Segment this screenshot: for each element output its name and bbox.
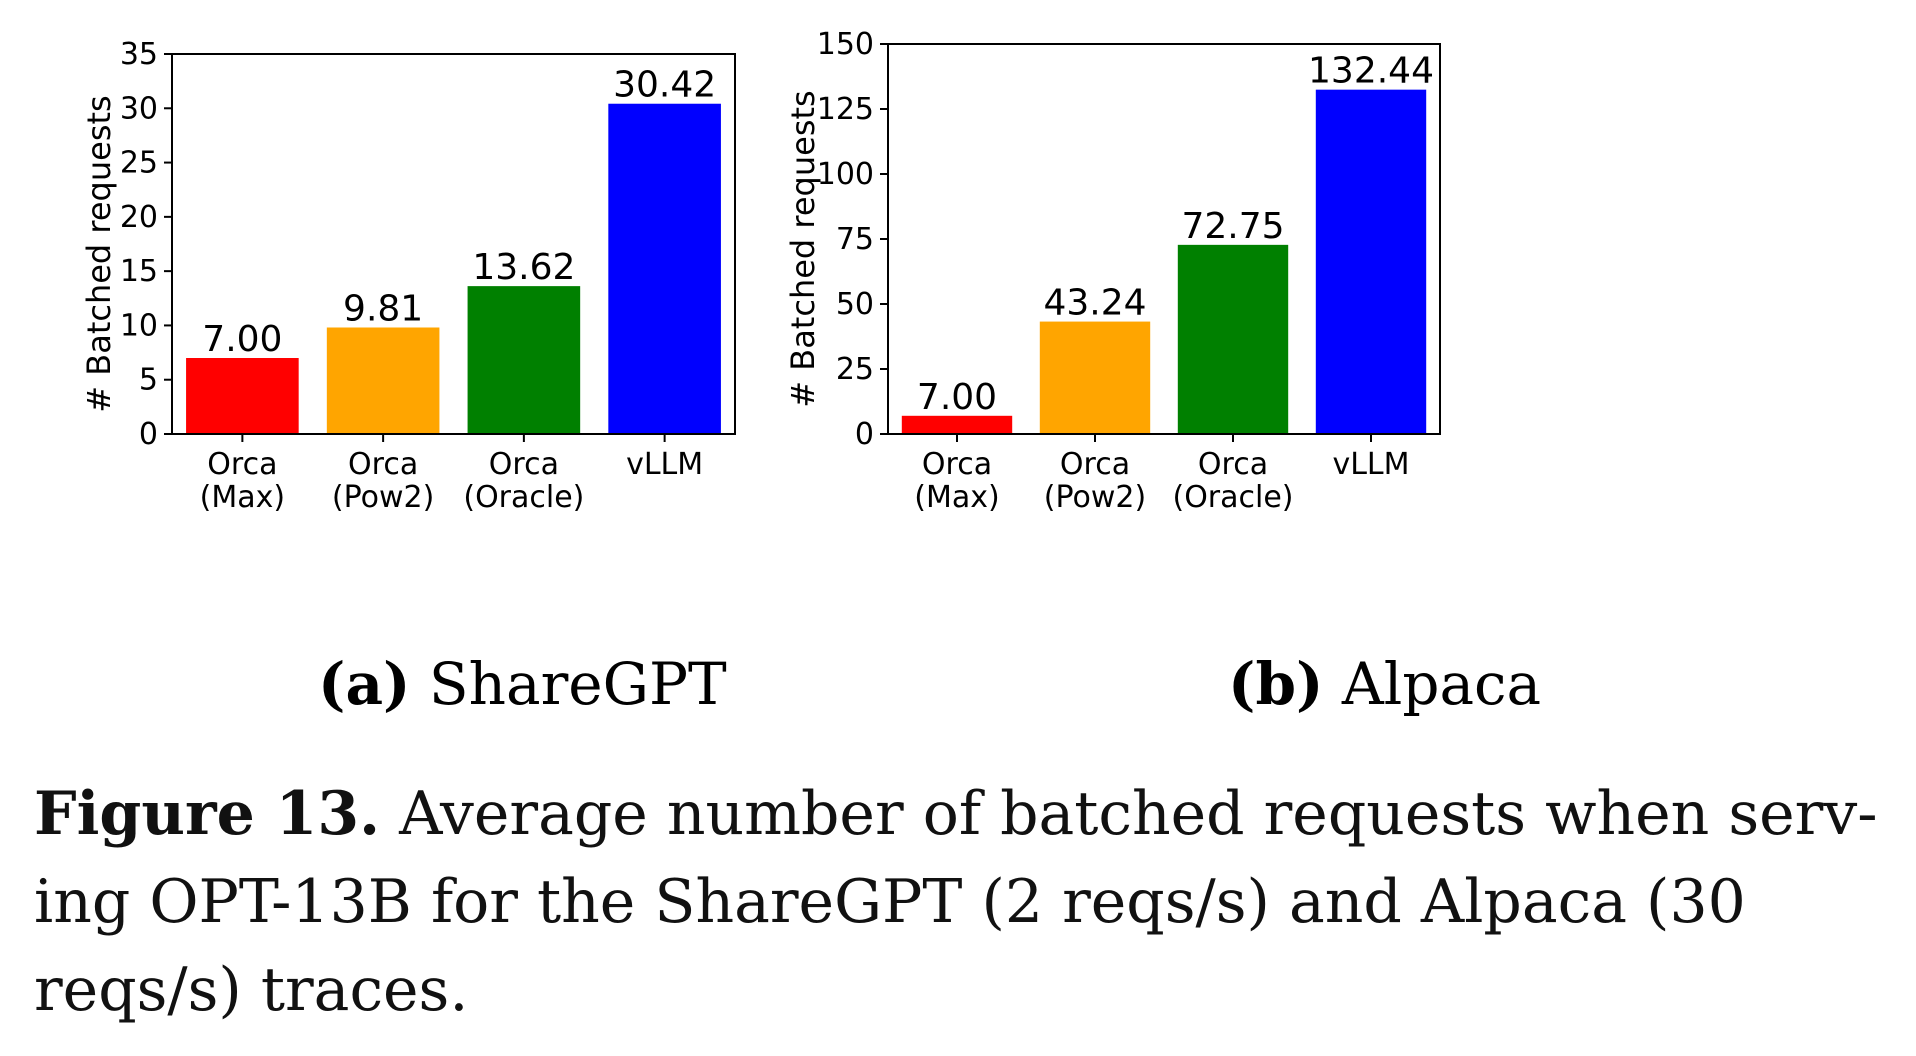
subcaption-b: (b) Alpaca	[1228, 650, 1541, 718]
x-tick-label-line-a-1-0: Orca	[348, 447, 418, 482]
bar-a-2	[467, 286, 581, 434]
caption-text-1: Average number of batched requests when …	[380, 779, 1878, 849]
y-tick-label-a-1: 5	[139, 363, 158, 398]
x-tick-label-a-2: Orca (Oracle)	[463, 447, 584, 515]
caption-line-1: Figure 13. Average number of batched req…	[34, 770, 1884, 858]
figure-caption: Figure 13. Average number of batched req…	[34, 770, 1884, 1034]
y-tick-label-a-3: 15	[120, 254, 158, 289]
x-tick-label-line-b-2-0: Orca	[1198, 447, 1268, 482]
y-axis-label-b: # Batched requests	[784, 90, 822, 407]
x-tick-label-a-1: Orca (Pow2)	[332, 447, 434, 515]
y-tick-label-a-4: 20	[120, 200, 158, 235]
y-tick-label-a-6: 30	[120, 91, 158, 126]
x-tick-label-line-b-1-1: (Pow2)	[1044, 480, 1146, 515]
subcaption-a-text: ShareGPT	[428, 650, 727, 718]
bar-value-label-b-1: 43.24	[1043, 283, 1146, 324]
bar-value-label-b-0: 7.00	[917, 377, 997, 418]
x-tick-label-line-b-0-1: (Max)	[914, 480, 999, 515]
bar-b-2	[1177, 244, 1289, 434]
bar-value-label-a-0: 7.00	[202, 319, 282, 360]
bar-b-3	[1315, 89, 1427, 434]
y-tick-label-b-5: 125	[817, 92, 874, 127]
y-axis-label-a: # Batched requests	[80, 95, 118, 412]
y-tick-label-b-3: 75	[836, 222, 874, 257]
x-tick-label-line-a-0-1: (Max)	[200, 480, 285, 515]
bar-b-1	[1039, 321, 1151, 434]
x-tick-label-line-a-3-0: vLLM	[626, 447, 703, 482]
y-tick-label-b-1: 25	[836, 352, 874, 387]
subcaption-a: (a) ShareGPT	[318, 650, 727, 718]
caption-line-2: ing OPT-13B for the ShareGPT (2 reqs/s) …	[34, 867, 1746, 937]
y-tick-label-b-4: 100	[817, 157, 874, 192]
y-tick-label-a-7: 35	[120, 37, 158, 72]
caption-label: Figure 13.	[34, 779, 381, 849]
x-tick-label-b-0: Orca (Max)	[914, 447, 999, 515]
x-tick-label-a-0: Orca (Max)	[200, 447, 285, 515]
bar-a-1	[326, 327, 440, 434]
y-tick-label-b-0: 0	[855, 417, 874, 452]
chart-b: 7.00 43.24 72.75 132.44 0 25 50 75 100 125 150 Orca…	[784, 27, 1441, 515]
y-tick-label-a-5: 25	[120, 146, 158, 181]
x-tick-label-line-b-1-0: Orca	[1060, 447, 1130, 482]
y-tick-label-b-6: 150	[817, 27, 874, 62]
x-tick-label-line-b-2-1: (Oracle)	[1172, 480, 1293, 515]
bar-value-label-b-3: 132.44	[1308, 51, 1434, 92]
bar-value-label-b-2: 72.75	[1181, 206, 1284, 247]
x-tick-label-b-3: vLLM	[1332, 447, 1409, 482]
x-tick-label-line-b-0-0: Orca	[922, 447, 992, 482]
y-tick-label-a-2: 10	[120, 308, 158, 343]
subcaption-b-tag: (b)	[1228, 650, 1324, 718]
x-tick-label-b-1: Orca (Pow2)	[1044, 447, 1146, 515]
bar-a-0	[186, 358, 299, 434]
x-tick-label-line-a-1-1: (Pow2)	[332, 480, 434, 515]
bar-value-label-a-2: 13.62	[472, 247, 575, 288]
y-tick-label-a-0: 0	[139, 417, 158, 452]
x-tick-label-b-2: Orca (Oracle)	[1172, 447, 1293, 515]
x-tick-label-line-a-2-1: (Oracle)	[463, 480, 584, 515]
y-tick-label-b-2: 50	[836, 287, 874, 322]
subcaption-a-tag: (a)	[318, 650, 411, 718]
caption-line-3: reqs/s) traces.	[34, 955, 469, 1025]
subcaption-b-text: Alpaca	[1341, 650, 1542, 718]
bar-b-0	[901, 415, 1013, 434]
bar-value-label-a-3: 30.42	[613, 65, 716, 106]
x-tick-label-a-3: vLLM	[626, 447, 703, 482]
bar-value-label-a-1: 9.81	[343, 288, 423, 329]
bar-a-3	[608, 103, 721, 435]
x-tick-label-line-a-2-0: Orca	[489, 447, 559, 482]
x-tick-label-line-b-3-0: vLLM	[1332, 447, 1409, 482]
x-tick-label-line-a-0-0: Orca	[207, 447, 277, 482]
axes-frame-a	[171, 53, 736, 435]
